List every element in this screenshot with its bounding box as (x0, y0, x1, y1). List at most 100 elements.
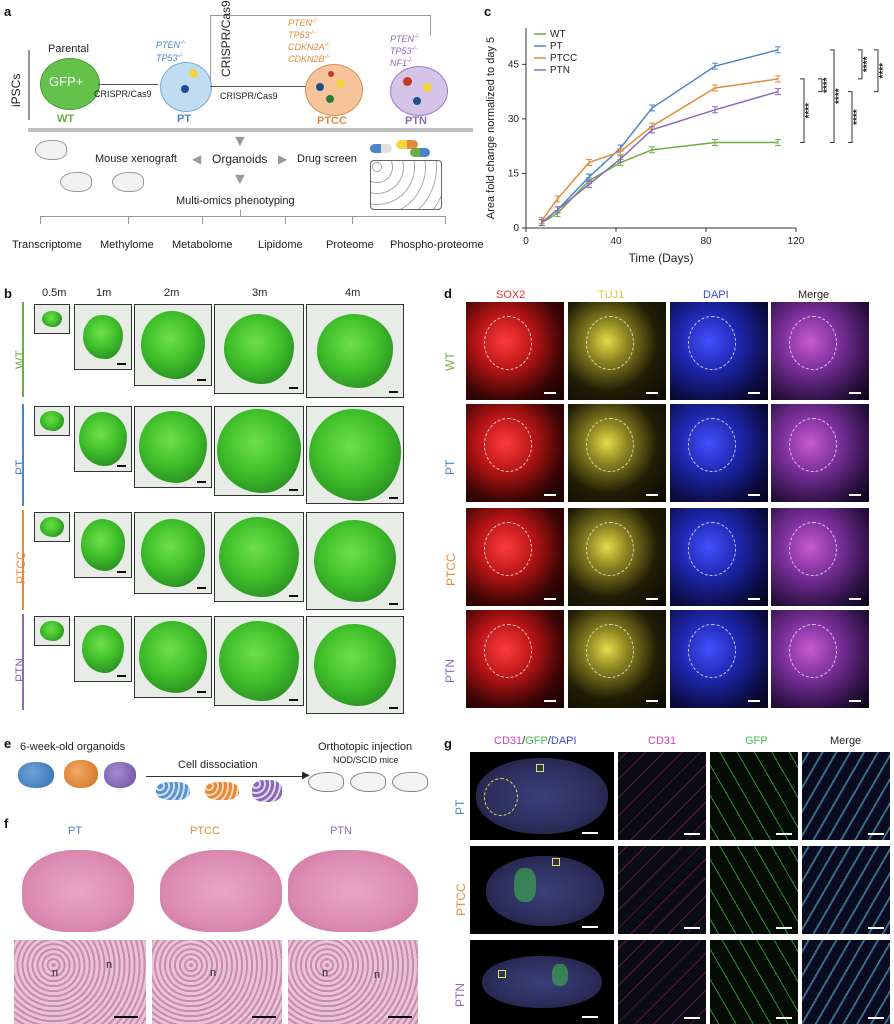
panel-letter-g: g (444, 736, 452, 751)
omics-item: Metabolome (172, 239, 233, 251)
organoid-image (214, 616, 304, 706)
right-arrow-icon: ▶ (278, 152, 288, 166)
scale-bar (197, 691, 206, 693)
scale-bar (252, 1016, 276, 1018)
omics-tree (40, 216, 445, 217)
y-tick-label: 45 (508, 59, 520, 70)
scale-bar (646, 700, 658, 702)
if-image (466, 508, 564, 606)
if-channel-image (710, 940, 798, 1024)
if-image (568, 610, 666, 708)
scale-bar (544, 700, 556, 702)
mouse-icon (35, 140, 67, 160)
row-label-ptcc: PTCC (454, 883, 468, 916)
scale-bar (684, 927, 700, 929)
scale-bar (117, 363, 126, 365)
header-stain-label: CD31/GFP/DAPI (494, 735, 577, 747)
ptcc-gene-pten: PTEN-/- (288, 18, 318, 28)
y-tick-label: 0 (513, 223, 519, 234)
col-label-gfp: GFP (745, 735, 768, 747)
scale-bar (197, 587, 206, 589)
row-label-wt: WT (13, 350, 27, 369)
injection-label: Orthotopic injection (318, 741, 413, 753)
legend-label: WT (550, 29, 566, 40)
scale-bar (389, 391, 398, 393)
col-label-pt: PT (68, 825, 83, 837)
legend-label: PTN (550, 65, 570, 76)
timepoint-label: 4m (345, 287, 361, 299)
omics-item: Phospho-proteome (390, 239, 484, 251)
if-channel-image (802, 846, 890, 934)
organoid-image (34, 512, 70, 542)
if-image (670, 404, 768, 502)
organoid-image (306, 304, 404, 398)
organoid-image (134, 406, 212, 488)
scale-bar (776, 833, 792, 835)
scale-bar (289, 699, 298, 701)
x-axis-label: Time (Days) (629, 251, 694, 265)
scale-bar (646, 392, 658, 394)
scale-bar (748, 700, 760, 702)
pt-gene-tp53: TP53-/- (156, 53, 184, 63)
significance-bracket (874, 49, 879, 93)
ptcc-organoid-icon (64, 760, 98, 788)
mouse-icon (308, 772, 344, 792)
row-label-ptn: PTN (453, 983, 467, 1007)
ptn-cell (390, 66, 448, 116)
necrosis-label: n (322, 967, 329, 979)
he-brain-pt (22, 850, 134, 932)
col-label-ptn: PTN (330, 825, 352, 837)
y-axis-label: Area fold change normalized to day 5 (485, 37, 497, 219)
if-image (670, 610, 768, 708)
if-image (568, 508, 666, 606)
scale-bar (582, 832, 598, 834)
down-arrow-2: ▼ (232, 171, 248, 188)
panel-letter-d: d (444, 286, 452, 301)
panel-letter-f: f (4, 816, 9, 831)
series-line (541, 49, 779, 224)
brain-section-ptcc (470, 846, 614, 934)
scale-bar (197, 379, 206, 381)
wt-label: WT (57, 113, 75, 125)
parental-label: Parental (48, 43, 89, 55)
scale-bar (544, 392, 556, 394)
pill-icons (370, 140, 430, 158)
significance-stars: **** (834, 88, 845, 104)
row-label-ptn: PTN (13, 658, 27, 682)
row-label-pt: PT (13, 459, 27, 475)
if-image (670, 508, 768, 606)
row-label-ptcc: PTCC (444, 553, 458, 586)
left-arrow-icon: ◀ (192, 152, 202, 166)
necrosis-label: n (374, 969, 381, 981)
if-image (771, 404, 869, 502)
scale-bar (868, 1017, 884, 1019)
ptn-organoid-icon (104, 762, 136, 788)
if-image (771, 610, 869, 708)
row-label-wt: WT (443, 352, 457, 371)
arrow-line (146, 776, 306, 777)
col-label-merge: Merge (830, 735, 862, 747)
gfp-label: GFP+ (49, 74, 84, 89)
panel-letter-c: c (484, 4, 492, 19)
pt-cells-icon (156, 782, 190, 800)
ptcc-gene-cdkn2b: CDKN2B-/- (288, 54, 331, 64)
scale-bar (646, 598, 658, 600)
down-arrow-1: ▼ (232, 133, 248, 150)
organoid-image (214, 512, 304, 602)
scale-bar (544, 494, 556, 496)
if-image (568, 302, 666, 400)
if-image (568, 404, 666, 502)
mouse-icon (350, 772, 386, 792)
arrow-pt-ptcc (210, 86, 310, 87)
x-tick-label: 0 (523, 236, 529, 247)
series-line (541, 90, 779, 224)
he-zoom-ptn: n n (288, 940, 418, 1024)
col-label-ptcc: PTCC (190, 825, 220, 837)
significance-stars: **** (804, 103, 815, 119)
x-tick-label: 40 (610, 236, 622, 247)
organoid-image (306, 406, 404, 504)
if-channel-image (802, 940, 890, 1024)
scale-bar (389, 707, 398, 709)
if-image (670, 302, 768, 400)
brain-section-ptn (470, 940, 614, 1024)
